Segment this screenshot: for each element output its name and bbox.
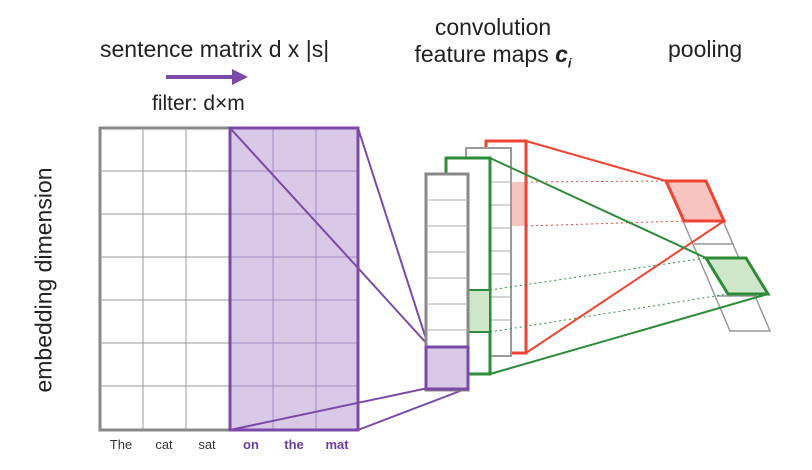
- feature-maps-label: feature maps: [414, 41, 549, 67]
- word-label-highlighted: the: [284, 437, 304, 452]
- pooling-column: [663, 179, 772, 332]
- word-label: sat: [198, 437, 216, 452]
- convolution-title: convolution feature maps ci: [398, 14, 588, 77]
- filter-connections: [229, 127, 469, 431]
- filter-arrow-head: [232, 69, 248, 85]
- word-label: cat: [155, 437, 173, 452]
- red-connections: [525, 140, 725, 354]
- embedding-dimension-label: embedding dimension: [30, 167, 57, 393]
- word-label-highlighted: on: [243, 437, 259, 452]
- word-label: The: [109, 437, 133, 452]
- filter-label: filter: d×m: [152, 92, 245, 115]
- feature-map-front: [424, 172, 470, 392]
- filter-region: [228, 126, 360, 432]
- feature-symbol-subscript: i: [567, 55, 572, 71]
- green-connections: [489, 157, 769, 375]
- pooled-green-cell: [703, 256, 771, 296]
- sentence-matrix-title: sentence matrix d x |s|: [100, 36, 330, 62]
- pooling-title: pooling: [668, 36, 743, 62]
- convolution-title-line2: feature maps ci: [398, 41, 588, 77]
- convolution-title-line1: convolution: [434, 14, 552, 40]
- word-label-highlighted: mat: [325, 437, 349, 452]
- feature-symbol-c: c: [555, 41, 568, 67]
- feature-symbol: ci: [555, 41, 571, 71]
- pooled-red-cell: [663, 179, 727, 223]
